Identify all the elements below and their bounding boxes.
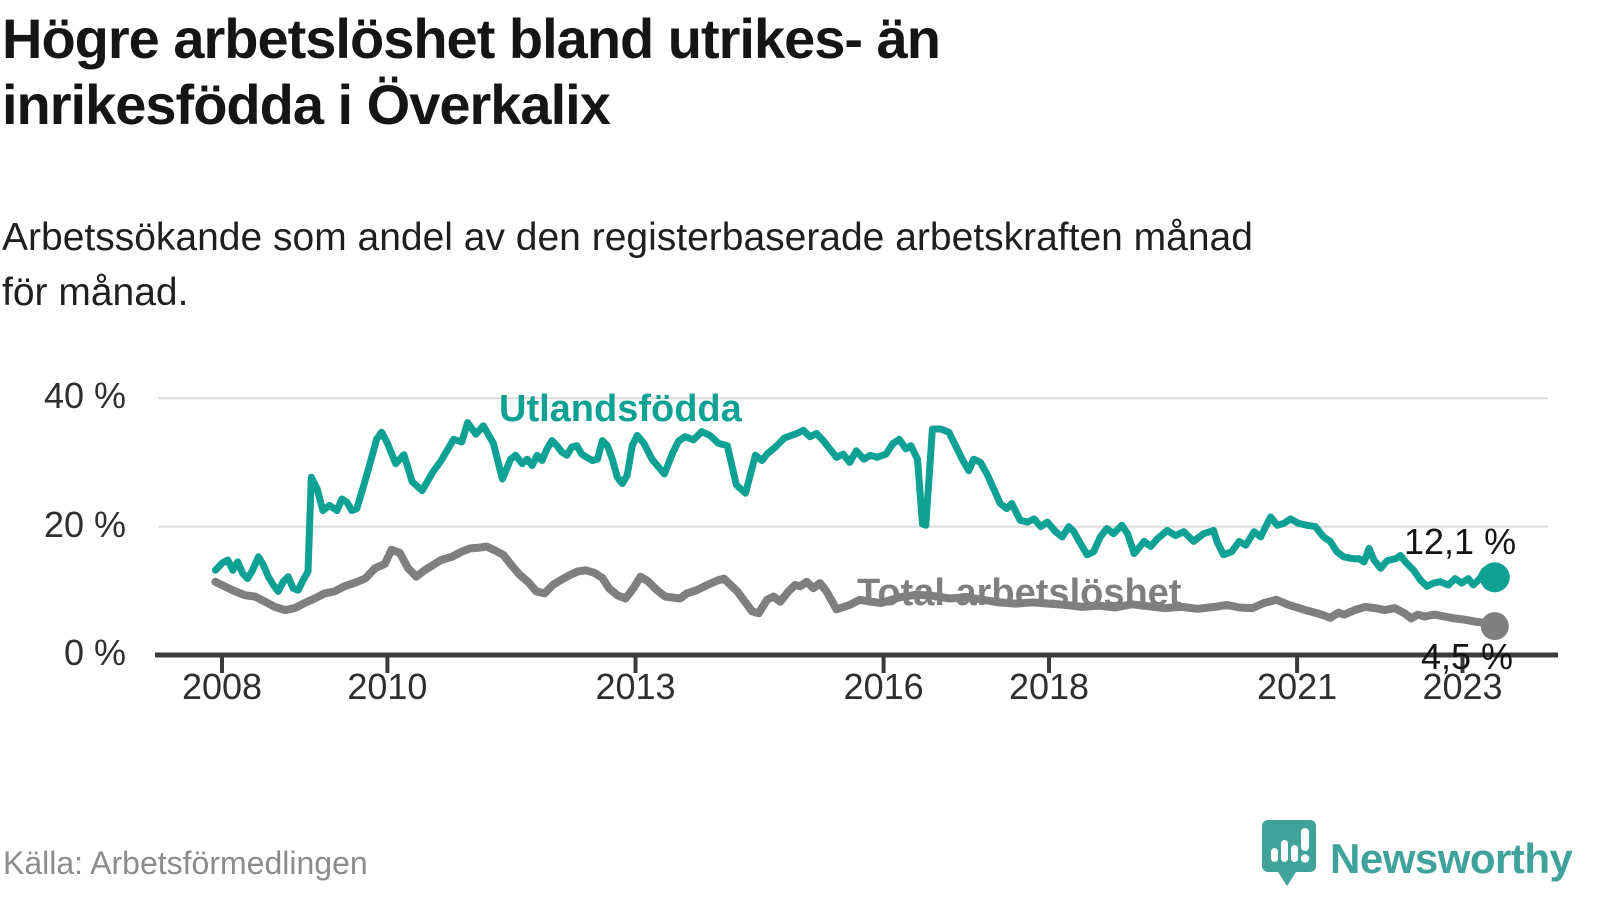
y-tick-label: 0 % bbox=[63, 632, 126, 673]
x-tick-label: 2018 bbox=[1008, 666, 1090, 707]
series-label-utlandsfodda: Utlandsfödda bbox=[499, 388, 742, 430]
end-value-utlandsfodda: 12,1 % bbox=[1404, 521, 1517, 562]
series-line-total-arbetsl-shet bbox=[211, 542, 1499, 631]
page-title: Högre arbetslöshet bland utrikes- än inr… bbox=[2, 7, 941, 136]
series-end-dot bbox=[1479, 562, 1510, 593]
y-tick-label: 20 % bbox=[43, 503, 126, 545]
x-tick-label: 2021 bbox=[1257, 666, 1338, 707]
y-tick-label: 40 % bbox=[43, 375, 126, 417]
x-tick-label: 2013 bbox=[595, 666, 676, 707]
x-tick-label: 2008 bbox=[181, 666, 263, 707]
brand-logo: Newsworthy bbox=[1262, 820, 1573, 890]
series-end-dot bbox=[1480, 612, 1509, 641]
x-tick-label: 2016 bbox=[843, 666, 924, 707]
newsworthy-bubble-icon bbox=[1262, 820, 1316, 886]
source-note: Källa: Arbetsförmedlingen bbox=[3, 845, 368, 881]
brand-name: Newsworthy bbox=[1330, 835, 1573, 882]
page-subtitle: Arbetssökande som andel av den registerb… bbox=[2, 216, 1253, 315]
series-label-total-arbetsloshet: Total arbetslöshet bbox=[857, 572, 1182, 614]
x-tick-label: 2010 bbox=[347, 666, 428, 707]
x-tick-label: 2023 bbox=[1422, 666, 1503, 707]
end-value-total-arbetsloshet: 4,5 % bbox=[1421, 636, 1514, 677]
series-line-utlandsf-dda bbox=[211, 419, 1499, 595]
